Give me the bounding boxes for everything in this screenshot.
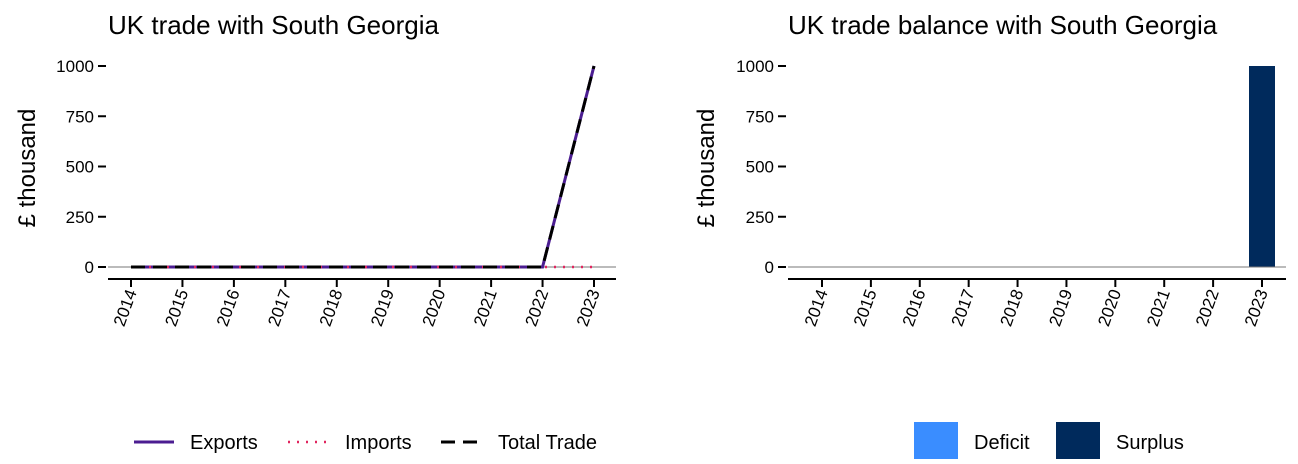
y-axis: 0 250 500 750 1000	[736, 57, 786, 277]
legend-label: Surplus	[1116, 432, 1184, 454]
x-tick-label: 2018	[997, 287, 1028, 329]
x-tick-label: 2014	[801, 287, 832, 329]
x-tick-label: 2017	[264, 287, 295, 329]
x-tick-label: 2020	[1094, 287, 1125, 329]
x-tick-label: 2019	[1045, 287, 1076, 329]
y-tick-label: 750	[66, 107, 94, 126]
legend: Deficit Surplus	[914, 422, 1184, 459]
legend-label: Exports	[190, 432, 258, 454]
x-tick-label: 2021	[470, 287, 501, 329]
x-tick-label: 2022	[1192, 287, 1223, 329]
y-tick-label: 0	[85, 258, 94, 277]
x-tick-label: 2019	[367, 287, 398, 329]
x-tick-label: 2023	[1241, 287, 1272, 329]
y-tick-label: 250	[66, 208, 94, 227]
x-tick-label: 2020	[419, 287, 450, 329]
x-axis: 2014 2015 2016 2017 2018 2019 2020 2021 2022 2023	[110, 279, 604, 329]
y-axis: 0 250 500 750 1000	[56, 57, 106, 277]
series-lines	[131, 65, 596, 269]
x-tick-label: 2016	[213, 287, 244, 329]
y-tick-label: 250	[746, 208, 774, 227]
y-tick-label: 0	[765, 258, 774, 277]
legend-swatch	[1056, 422, 1100, 459]
x-tick-label: 2018	[316, 287, 347, 329]
x-tick-label: 2016	[899, 287, 930, 329]
x-axis: 2014 2015 2016 2017 2018 2019 2020 2021 2022 2023	[801, 279, 1272, 329]
y-tick-label: 750	[746, 107, 774, 126]
x-tick-label: 2021	[1143, 287, 1174, 329]
series-line-total-trade	[131, 65, 596, 269]
legend-swatch	[914, 422, 958, 459]
legend: Exports Imports Total Trade	[134, 432, 597, 454]
chart-title: UK trade balance with South Georgia	[788, 10, 1218, 40]
bars	[1249, 66, 1275, 267]
y-tick-label: 1000	[56, 57, 94, 76]
y-axis-label: £ thousand	[14, 109, 41, 228]
y-tick-label: 500	[66, 158, 94, 177]
legend-label: Imports	[345, 432, 412, 454]
x-tick-label: 2015	[161, 287, 192, 329]
x-tick-label: 2023	[573, 287, 604, 329]
bar-2023	[1249, 66, 1275, 267]
x-tick-label: 2015	[850, 287, 881, 329]
y-tick-label: 1000	[736, 57, 774, 76]
x-tick-label: 2014	[110, 287, 141, 329]
trade-line-chart: UK trade with South Georgia £ thousand 0…	[14, 10, 616, 454]
chart-title: UK trade with South Georgia	[108, 10, 439, 40]
trade-balance-bar-chart: UK trade balance with South Georgia £ th…	[693, 10, 1286, 459]
x-tick-label: 2017	[948, 287, 979, 329]
series-line-exports	[131, 65, 596, 269]
y-tick-label: 500	[746, 158, 774, 177]
x-tick-label: 2022	[522, 287, 553, 329]
y-axis-label: £ thousand	[693, 109, 720, 228]
legend-label: Deficit	[974, 432, 1030, 454]
legend-label: Total Trade	[498, 432, 597, 454]
